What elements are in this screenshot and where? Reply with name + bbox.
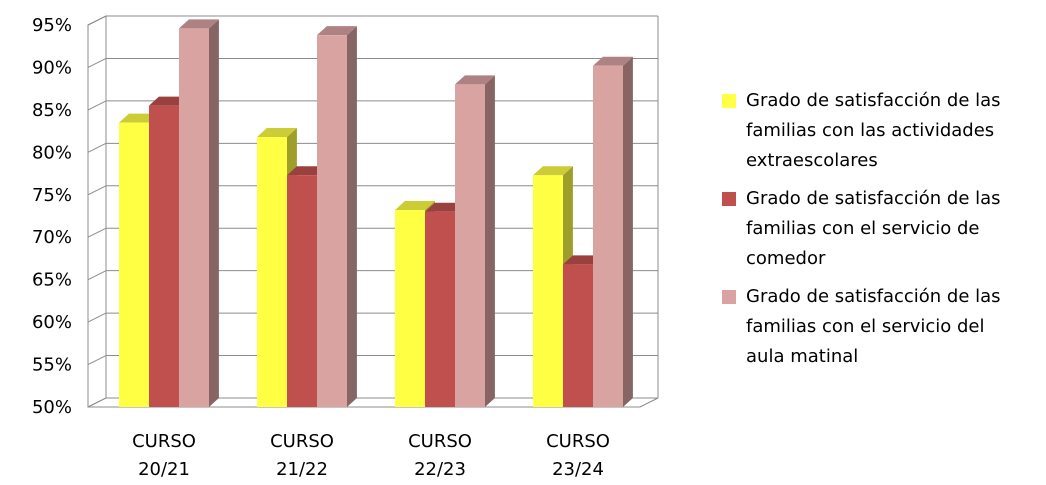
- bar-front: [179, 28, 209, 407]
- bar-front: [593, 65, 623, 407]
- bar-side: [347, 26, 357, 407]
- gridline-side: [87, 355, 107, 366]
- y-tick-label: 75%: [32, 185, 72, 206]
- bar-front: [455, 84, 485, 407]
- x-category-label: 22/23: [414, 459, 466, 480]
- gridline-side: [87, 100, 107, 111]
- bar-side: [485, 75, 495, 407]
- legend-item: Grado de satisfacción de las familias con…: [722, 282, 1042, 372]
- x-category-label: 23/24: [552, 459, 604, 480]
- bar-front: [425, 211, 455, 407]
- bar-top: [563, 255, 603, 265]
- y-tick-label: 70%: [32, 227, 72, 248]
- legend: Grado de satisfacción de las familias con…: [722, 86, 1042, 380]
- bar-front: [119, 122, 149, 407]
- bar-front: [395, 210, 425, 407]
- y-tick-label: 65%: [32, 270, 72, 291]
- bar: [317, 26, 357, 407]
- bar-top: [533, 166, 573, 176]
- gridline-side: [87, 142, 107, 153]
- legend-swatch: [722, 290, 736, 304]
- bar-top: [119, 113, 159, 123]
- side-wall: [87, 15, 107, 408]
- legend-label-line: Grado de satisfacción de las: [746, 188, 1001, 209]
- bar: [455, 75, 495, 407]
- legend-swatch: [722, 94, 736, 108]
- legend-item: Grado de satisfacción de las familias con…: [722, 86, 1042, 176]
- bar-front: [287, 175, 317, 407]
- x-category-label: 20/21: [138, 459, 190, 480]
- y-tick-label: 95%: [32, 15, 72, 36]
- bar-side: [623, 56, 633, 407]
- bar-front: [257, 137, 287, 407]
- bar-top: [593, 56, 633, 66]
- y-tick-label: 55%: [32, 355, 72, 376]
- bar-top: [179, 19, 219, 29]
- y-tick-label: 85%: [32, 100, 72, 121]
- gridline-side: [87, 270, 107, 281]
- bar-top: [149, 96, 189, 106]
- bar: [179, 19, 219, 407]
- bar-top: [257, 128, 297, 138]
- bar-top: [425, 202, 465, 212]
- bar-top: [395, 201, 435, 211]
- bars: [119, 19, 633, 408]
- y-tick-label: 90%: [32, 57, 72, 78]
- legend-swatch: [722, 192, 736, 206]
- y-tick-label: 60%: [32, 312, 72, 333]
- legend-label-line: familias con las actividades: [746, 120, 995, 141]
- bar: [593, 56, 633, 407]
- legend-label-line: extraescolares: [746, 150, 878, 171]
- bar-side: [209, 19, 219, 407]
- y-tick-label: 80%: [32, 142, 72, 163]
- y-tick-label: 50%: [32, 397, 72, 418]
- x-category-label: CURSO: [132, 431, 196, 452]
- gridline-side: [87, 227, 107, 238]
- legend-item: Grado de satisfacción de las familias con…: [722, 184, 1042, 274]
- legend-label-line: aula matinal: [746, 346, 859, 367]
- legend-label-line: familias con el servicio del: [746, 316, 985, 337]
- x-category-label: CURSO: [546, 431, 610, 452]
- gridline-side: [87, 185, 107, 196]
- x-category-label: CURSO: [408, 431, 472, 452]
- x-category-label: CURSO: [270, 431, 334, 452]
- x-axis-category-labels: CURSO 20/21 CURSO 21/22 CURSO 22/23 CURSO 23/24: [132, 431, 610, 480]
- bar-front: [317, 35, 347, 407]
- legend-label-line: familias con el servicio de: [746, 218, 980, 239]
- gridline-side: [87, 15, 107, 26]
- gridline-side: [87, 57, 107, 68]
- legend-label-line: Grado de satisfacción de las: [746, 90, 1001, 111]
- bar-top: [455, 75, 495, 85]
- bar-top: [317, 26, 357, 36]
- bar-front: [563, 264, 593, 407]
- y-axis-tick-labels: 50% 55% 60% 65% 70% 75% 80% 85% 90% 95%: [32, 15, 72, 418]
- legend-label-line: comedor: [746, 248, 826, 269]
- bar-top: [287, 166, 327, 176]
- x-category-label: 21/22: [276, 459, 328, 480]
- bar-front: [149, 105, 179, 408]
- legend-label-line: Grado de satisfacción de las: [746, 286, 1001, 307]
- bar-front: [533, 175, 563, 407]
- gridline-side: [87, 312, 107, 323]
